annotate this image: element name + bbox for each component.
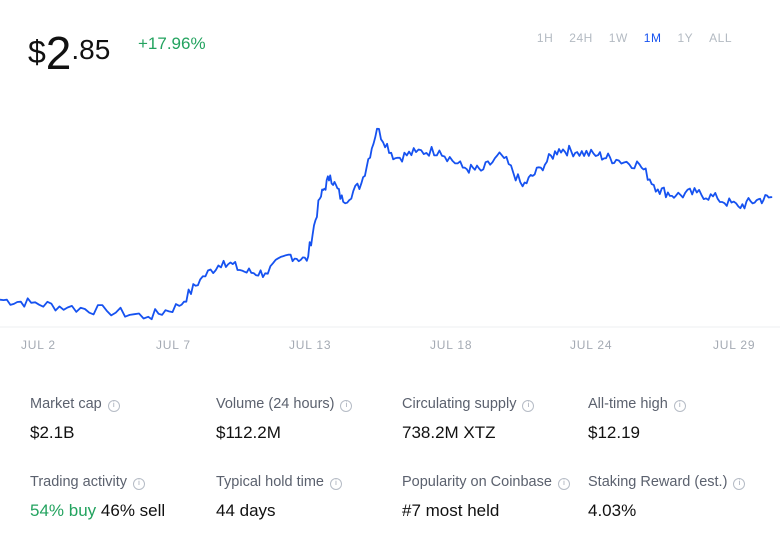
stat-all-time-high: All-time high i $12.19 xyxy=(588,396,768,443)
price-decimal: .85 xyxy=(71,34,111,65)
range-all[interactable]: ALL xyxy=(709,31,732,45)
info-icon[interactable]: i xyxy=(340,400,353,412)
stat-label: Circulating supply xyxy=(402,396,517,412)
range-1m[interactable]: 1M xyxy=(643,31,662,45)
range-1w[interactable]: 1W xyxy=(608,31,628,45)
info-icon[interactable]: i xyxy=(107,400,120,412)
stat-value: 54% buy 46% sell xyxy=(30,501,210,521)
price-currency-symbol: $ xyxy=(28,34,46,70)
price-chart[interactable] xyxy=(0,95,780,335)
stat-value: #7 most held xyxy=(402,501,500,520)
stat-label: Staking Reward (est.) xyxy=(588,474,728,490)
x-tick: JUL 24 xyxy=(570,338,613,352)
stat-typical-hold-time: Typical hold time i 44 days xyxy=(216,474,396,521)
sell-percent: 46% sell xyxy=(100,501,166,520)
stat-staking-reward: Staking Reward (est.) i 4.03% xyxy=(588,474,768,521)
stat-value: 738.2M XTZ xyxy=(402,423,496,442)
stat-label: Trading activity xyxy=(30,474,127,490)
stat-value: $12.19 xyxy=(588,423,640,442)
stat-label: Volume (24 hours) xyxy=(216,396,335,412)
stat-value: 4.03% xyxy=(588,501,637,520)
x-tick: JUL 29 xyxy=(713,338,756,352)
time-range-selector: 1H 24H 1W 1M 1Y ALL xyxy=(529,31,740,45)
stat-label: Popularity on Coinbase xyxy=(402,474,552,490)
price-line xyxy=(0,127,773,321)
x-tick: JUL 13 xyxy=(289,338,332,352)
stat-volume: Volume (24 hours) i $112.2M xyxy=(216,396,396,443)
stat-label: Typical hold time xyxy=(216,474,324,490)
x-tick: JUL 18 xyxy=(430,338,473,352)
range-1h[interactable]: 1H xyxy=(536,31,554,45)
info-icon[interactable]: i xyxy=(522,400,535,412)
stat-value: $112.2M xyxy=(216,423,281,442)
price-integer: 2 xyxy=(45,27,72,79)
info-icon[interactable]: i xyxy=(557,478,570,490)
x-axis: JUL 2 JUL 7 JUL 13 JUL 18 JUL 24 JUL 29 xyxy=(0,338,780,354)
info-icon[interactable]: i xyxy=(330,478,342,490)
buy-percent: 54% buy xyxy=(30,501,97,520)
info-icon[interactable]: i xyxy=(132,478,145,490)
range-1y[interactable]: 1Y xyxy=(677,31,694,45)
price-change-percent: +17.96% xyxy=(138,34,206,53)
stat-popularity: Popularity on Coinbase i #7 most held xyxy=(402,474,582,521)
info-icon[interactable]: i xyxy=(733,478,746,490)
stat-trading-activity: Trading activity i 54% buy 46% sell xyxy=(30,474,210,521)
stat-value: $2.1B xyxy=(30,423,75,442)
stat-market-cap: Market cap i $2.1B xyxy=(30,396,210,443)
x-tick: JUL 7 xyxy=(156,338,191,352)
stat-label: All-time high xyxy=(588,396,668,412)
range-24h[interactable]: 24H xyxy=(569,31,593,45)
stat-label: Market cap xyxy=(30,396,102,412)
info-icon[interactable]: i xyxy=(673,400,686,412)
stat-circulating-supply: Circulating supply i 738.2M XTZ xyxy=(402,396,582,443)
stat-value: 44 days xyxy=(216,501,276,520)
x-tick: JUL 2 xyxy=(21,338,56,352)
current-price: $ 2 .85 xyxy=(28,30,110,76)
